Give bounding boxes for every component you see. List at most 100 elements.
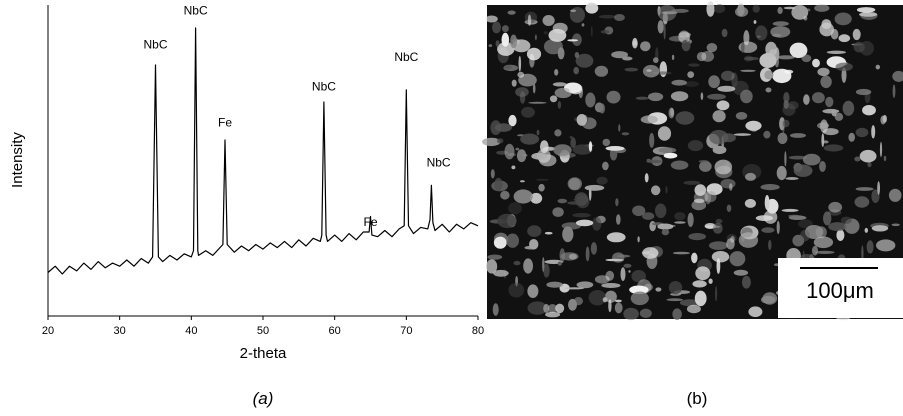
grain	[813, 236, 834, 249]
grain	[729, 183, 733, 191]
grain	[715, 286, 718, 302]
grain	[567, 177, 582, 191]
grain	[523, 258, 533, 274]
grain	[614, 14, 625, 21]
grain	[700, 92, 704, 100]
grain	[745, 120, 762, 131]
grain	[663, 152, 678, 159]
grain	[606, 90, 621, 104]
peak-label: NbC	[427, 156, 451, 170]
grain	[631, 270, 646, 283]
grain	[562, 226, 574, 243]
grain	[871, 189, 880, 203]
grain	[497, 42, 515, 56]
x-tick-label: 50	[257, 325, 269, 337]
grain	[828, 201, 843, 213]
grain	[520, 180, 525, 183]
grain	[715, 165, 733, 179]
x-tick-label: 60	[329, 325, 341, 337]
grain	[511, 79, 517, 87]
grain	[482, 137, 501, 147]
grain	[570, 137, 576, 148]
grain	[888, 188, 902, 202]
grain	[859, 149, 877, 163]
grain	[871, 225, 889, 232]
grain	[519, 91, 526, 104]
grain	[502, 25, 509, 33]
grain	[596, 176, 608, 185]
grain	[716, 100, 730, 111]
grain	[671, 54, 675, 61]
grain	[554, 129, 562, 137]
grain	[777, 6, 783, 15]
grain	[854, 156, 861, 162]
grain	[528, 101, 547, 104]
grain	[567, 39, 579, 42]
grain	[788, 155, 808, 160]
grain	[693, 198, 705, 203]
grain	[538, 183, 545, 192]
grain	[536, 178, 549, 181]
grain	[665, 186, 668, 194]
grain	[614, 299, 622, 303]
grain	[883, 155, 887, 162]
grain	[557, 47, 565, 60]
grain	[699, 160, 712, 172]
grain	[891, 223, 900, 227]
grain	[765, 41, 777, 57]
grain	[841, 67, 847, 83]
grain	[820, 75, 832, 89]
grain	[651, 185, 661, 196]
grain	[527, 14, 532, 26]
grain	[686, 304, 701, 314]
grain	[617, 254, 631, 258]
grain	[744, 198, 757, 208]
grain	[860, 11, 878, 20]
grain	[544, 231, 553, 235]
grain	[812, 58, 820, 68]
grain	[817, 67, 830, 77]
grain	[674, 221, 686, 224]
grain	[836, 229, 845, 241]
grain	[854, 196, 870, 208]
grain	[494, 177, 503, 191]
grain	[834, 12, 852, 26]
grain	[598, 14, 617, 19]
grain	[875, 64, 880, 70]
grain	[493, 236, 507, 249]
grain	[588, 141, 593, 152]
grain	[801, 54, 812, 63]
grain	[740, 89, 753, 104]
grain	[637, 236, 640, 243]
grain	[706, 1, 715, 17]
grain	[618, 124, 621, 132]
grain	[670, 108, 674, 117]
grain	[803, 94, 810, 105]
grain	[692, 280, 707, 288]
grain	[658, 147, 677, 154]
grain	[646, 69, 652, 72]
x-axis-label: 2-theta	[240, 345, 287, 362]
grain	[497, 213, 517, 229]
grain	[503, 64, 512, 70]
grain	[787, 101, 799, 110]
grain	[772, 21, 789, 27]
grain	[819, 22, 834, 37]
peak-label: NbC	[312, 80, 336, 94]
grain	[600, 30, 610, 34]
grain	[639, 308, 652, 318]
grain	[552, 82, 567, 87]
grain	[581, 23, 585, 27]
grain	[561, 222, 582, 230]
grain	[855, 187, 874, 191]
grain	[615, 198, 619, 207]
grain	[781, 208, 799, 212]
grain	[879, 141, 883, 158]
grain	[717, 85, 736, 92]
grain	[657, 5, 677, 21]
grain	[711, 251, 730, 263]
grain	[763, 130, 771, 139]
grain	[788, 214, 800, 218]
grain	[517, 71, 525, 78]
grain	[572, 213, 591, 218]
